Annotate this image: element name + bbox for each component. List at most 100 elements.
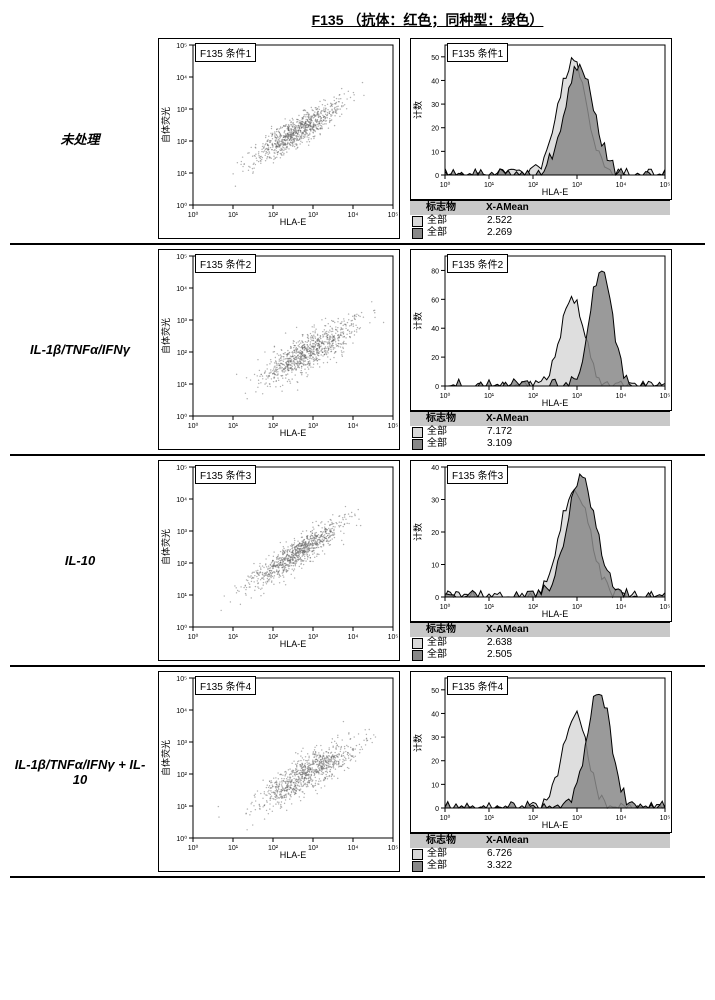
histogram-plot: F135 条件410⁰10¹10²10³10⁴10⁵01020304050HLA… (410, 671, 672, 833)
svg-text:10³: 10³ (308, 845, 319, 852)
swatch-icon (412, 427, 423, 438)
svg-text:10⁵: 10⁵ (388, 845, 399, 852)
svg-text:40: 40 (431, 711, 439, 718)
svg-text:计数: 计数 (412, 734, 423, 752)
svg-text:10⁴: 10⁴ (616, 182, 627, 189)
svg-text:10⁵: 10⁵ (388, 634, 399, 641)
stats-value: 6.726 (487, 848, 668, 860)
stats-header: 标志物X-AMean (410, 623, 670, 637)
swatch-icon (412, 861, 423, 872)
row-label: IL-10 (10, 553, 158, 568)
svg-text:10: 10 (431, 782, 439, 789)
svg-text:自体荧光: 自体荧光 (160, 740, 171, 776)
stats-value: 2.269 (487, 227, 668, 239)
svg-text:10²: 10² (268, 845, 279, 852)
condition-row: IL-1β/TNFα/IFNγ + IL-10F135 条件410⁰10⁰10¹… (10, 671, 705, 878)
svg-text:10⁴: 10⁴ (616, 604, 627, 611)
svg-text:10⁴: 10⁴ (176, 497, 187, 504)
svg-text:计数: 计数 (412, 312, 423, 330)
svg-text:10⁵: 10⁵ (388, 212, 399, 219)
histogram-plot: F135 条件110⁰10¹10²10³10⁴10⁵01020304050HLA… (410, 38, 672, 200)
svg-text:HLA-E: HLA-E (542, 609, 569, 619)
svg-text:10³: 10³ (572, 182, 583, 189)
rows-container: 未处理 F135 条件1 10⁰ 10⁰ 10¹ 10¹ 10² 10² 10³ 10³ 10⁴ 10… (10, 38, 705, 878)
stats-table: 标志物X-AMean全部2.638全部2.505 (410, 622, 670, 661)
stats-row: 全部2.522 (410, 215, 670, 227)
svg-text:10³: 10³ (308, 634, 319, 641)
svg-text:10⁰: 10⁰ (176, 202, 187, 210)
condition-row: 未处理F135 条件110⁰10⁰10¹10¹10²10²10³10³10⁴10… (10, 38, 705, 245)
stats-value: 3.322 (487, 860, 668, 872)
histogram-plot: F135 条件310⁰10¹10²10³10⁴10⁵010203040HLA-E… (410, 460, 672, 622)
svg-text:0: 0 (435, 384, 439, 391)
swatch-icon (412, 228, 423, 239)
svg-text:0: 0 (435, 173, 439, 180)
stats-table: 标志物X-AMean全部7.172全部3.109 (410, 411, 670, 450)
condition-row: IL-10F135 条件310⁰10⁰10¹10¹10²10²10³10³10⁴… (10, 460, 705, 667)
svg-text:10²: 10² (177, 350, 188, 357)
svg-text:10¹: 10¹ (177, 804, 188, 811)
svg-text:0: 0 (435, 595, 439, 602)
svg-text:10²: 10² (528, 182, 539, 189)
stats-label: 全部 (427, 860, 487, 872)
stats-table: 标志物X-AMean全部6.726全部3.322 (410, 833, 670, 872)
stats-label: 全部 (427, 215, 487, 227)
svg-text:20: 20 (431, 530, 439, 537)
svg-text:10³: 10³ (177, 318, 188, 325)
svg-text:10¹: 10¹ (484, 182, 495, 189)
svg-text:10⁰: 10⁰ (176, 624, 187, 632)
svg-text:自体荧光: 自体荧光 (160, 318, 171, 354)
svg-text:10: 10 (431, 563, 439, 570)
plots-pair: F135 条件210⁰10⁰10¹10¹10²10²10³10³10⁴10⁴10… (158, 249, 705, 450)
svg-text:10⁵: 10⁵ (176, 43, 187, 50)
svg-text:10⁵: 10⁵ (176, 254, 187, 261)
stats-row: 全部2.269 (410, 227, 670, 239)
svg-text:30: 30 (431, 735, 439, 742)
svg-text:10¹: 10¹ (484, 604, 495, 611)
row-label: IL-1β/TNFα/IFNγ + IL-10 (10, 757, 158, 787)
svg-text:HLA-E: HLA-E (280, 428, 307, 438)
svg-text:计数: 计数 (412, 101, 423, 119)
svg-text:80: 80 (431, 268, 439, 275)
stats-label: 全部 (427, 227, 487, 239)
svg-text:10⁰: 10⁰ (440, 814, 451, 822)
svg-text:30: 30 (431, 498, 439, 505)
svg-text:自体荧光: 自体荧光 (160, 107, 171, 143)
svg-text:10¹: 10¹ (484, 815, 495, 822)
condition-row: IL-1β/TNFα/IFNγ F135 条件2 10⁰ 10⁰ 10¹ 10¹ 10² 10… (10, 249, 705, 456)
svg-text:自体荧光: 自体荧光 (160, 529, 171, 565)
scatter-plot: F135 条件310⁰10⁰10¹10¹10²10²10³10³10⁴10⁴10… (158, 460, 400, 661)
swatch-icon (412, 650, 423, 661)
plot-condition-label: F135 条件4 (195, 676, 256, 695)
histogram-column: F135 条件410⁰10¹10²10³10⁴10⁵01020304050HLA… (410, 671, 672, 872)
svg-text:HLA-E: HLA-E (542, 187, 569, 197)
plots-pair: F135 条件110⁰10⁰10¹10¹10²10²10³10³10⁴10⁴10… (158, 38, 705, 239)
svg-text:10⁰: 10⁰ (440, 392, 451, 400)
svg-text:10¹: 10¹ (177, 171, 188, 178)
svg-text:10⁰: 10⁰ (176, 413, 187, 421)
stats-row: 全部7.172 (410, 426, 670, 438)
svg-text:10⁴: 10⁴ (176, 75, 187, 82)
svg-text:10⁴: 10⁴ (348, 634, 359, 641)
svg-text:10²: 10² (268, 212, 279, 219)
plot-condition-label: F135 条件1 (447, 43, 508, 62)
svg-text:10¹: 10¹ (228, 423, 239, 430)
svg-text:10⁵: 10⁵ (660, 604, 671, 611)
svg-text:10⁴: 10⁴ (348, 845, 359, 852)
stats-label: 全部 (427, 848, 487, 860)
svg-text:20: 20 (431, 126, 439, 133)
plot-condition-label: F135 条件2 (195, 254, 256, 273)
stats-col-marker: 标志物 (426, 624, 486, 636)
stats-row: 全部2.505 (410, 649, 670, 661)
svg-text:10²: 10² (177, 139, 188, 146)
swatch-icon (412, 439, 423, 450)
stats-col-mean: X-AMean (486, 835, 668, 847)
row-label: IL-1β/TNFα/IFNγ (10, 342, 158, 357)
stats-value: 2.505 (487, 649, 668, 661)
figure-header: F135 （抗体：红色；同种型：绿色） (10, 10, 705, 30)
svg-text:10¹: 10¹ (484, 393, 495, 400)
svg-text:10²: 10² (528, 393, 539, 400)
svg-text:60: 60 (431, 297, 439, 304)
svg-text:10¹: 10¹ (228, 845, 239, 852)
row-label: 未处理 (10, 129, 158, 148)
